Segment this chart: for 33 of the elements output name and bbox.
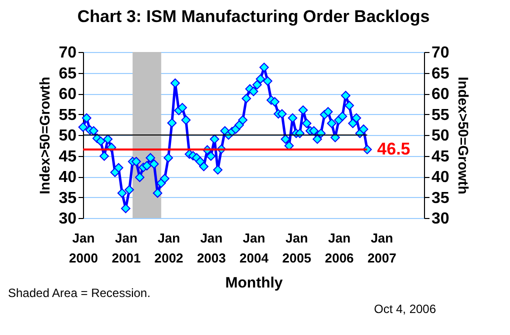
y-tick-label: 65 bbox=[58, 65, 77, 82]
x-tick-label: Jan 2006 bbox=[324, 230, 354, 266]
y-tick-label: 55 bbox=[58, 106, 77, 124]
y2-tick-label: 35 bbox=[432, 190, 450, 207]
y2-tick-label: 60 bbox=[432, 86, 450, 103]
x-tick-label: Jan 2005 bbox=[282, 230, 312, 266]
x-tick-label: Jan 2004 bbox=[240, 230, 270, 266]
ref-line-label: 46.5 bbox=[377, 140, 410, 159]
x-tick-label: Jan 2002 bbox=[154, 230, 184, 266]
y-tick-label: 70 bbox=[58, 44, 77, 62]
y-tick-label: 35 bbox=[58, 190, 77, 207]
x-tick-label: Jan 2001 bbox=[112, 230, 141, 266]
x-tick-label: Jan 2007 bbox=[367, 230, 396, 266]
y2-tick-label: 55 bbox=[432, 106, 450, 124]
y2-tick-label: 70 bbox=[432, 44, 450, 62]
y-tick-label: 45 bbox=[58, 148, 77, 166]
x-tick-label: Jan 2000 bbox=[69, 230, 98, 266]
x-tick-label: Jan 2003 bbox=[196, 230, 226, 266]
y2-axis-title: Index>50=Growth bbox=[455, 76, 472, 194]
x-axis-title: Monthly bbox=[225, 274, 284, 292]
y2-tick-label: 45 bbox=[432, 148, 450, 166]
y-tick-label: 30 bbox=[58, 210, 77, 228]
y2-tick-label: 50 bbox=[432, 128, 450, 144]
y2-tick-label: 40 bbox=[432, 169, 450, 186]
y-axis-title: Index>50=Growth bbox=[36, 76, 53, 194]
y2-tick-label: 30 bbox=[432, 210, 450, 228]
y-tick-label: 40 bbox=[58, 169, 77, 186]
text: Shaded Area = Recession. bbox=[8, 286, 150, 300]
y-tick-label: 60 bbox=[58, 86, 77, 103]
chart-title: Chart 3: ISM Manufacturing Order Backlogs bbox=[77, 7, 430, 26]
text: Oct 4, 2006 bbox=[374, 302, 436, 316]
y2-tick-label: 65 bbox=[432, 65, 450, 82]
y-tick-label: 50 bbox=[58, 128, 77, 144]
